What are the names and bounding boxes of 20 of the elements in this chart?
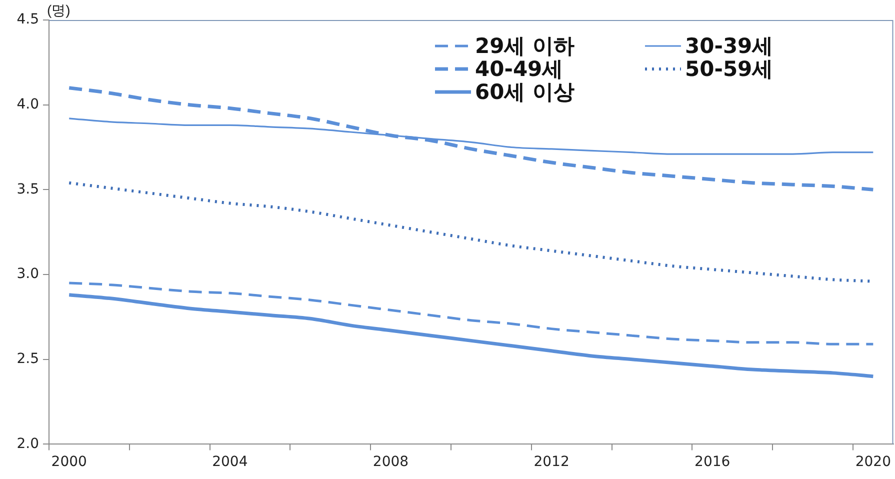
legend-label: 30-39세	[685, 32, 774, 60]
x-tick-label: 2008	[372, 454, 409, 470]
y-tick-label: 4.5	[16, 12, 39, 28]
y-tick-label: 2.5	[16, 351, 39, 367]
x-tick-label: 2004	[212, 454, 248, 470]
x-tick-label: 2000	[51, 454, 87, 470]
y-axis-title: (명)	[47, 2, 70, 20]
x-tick-label: 2012	[534, 454, 570, 470]
x-tick-label: 2020	[855, 454, 891, 470]
legend-label: 50-59세	[685, 56, 774, 82]
y-tick-label: 2.0	[16, 436, 39, 452]
line-series	[67, 293, 875, 378]
y-tick-label: 3.0	[16, 266, 39, 282]
x-tick-label: 2016	[694, 454, 730, 470]
y-tick-label: 3.5	[16, 181, 39, 198]
legend-label: 60세 이상	[475, 80, 575, 106]
legend-label: 40-49세	[475, 56, 564, 82]
legend-label: 29세 이하	[475, 32, 575, 60]
y-tick-label: 4.0	[16, 96, 39, 112]
line-series	[68, 282, 874, 346]
